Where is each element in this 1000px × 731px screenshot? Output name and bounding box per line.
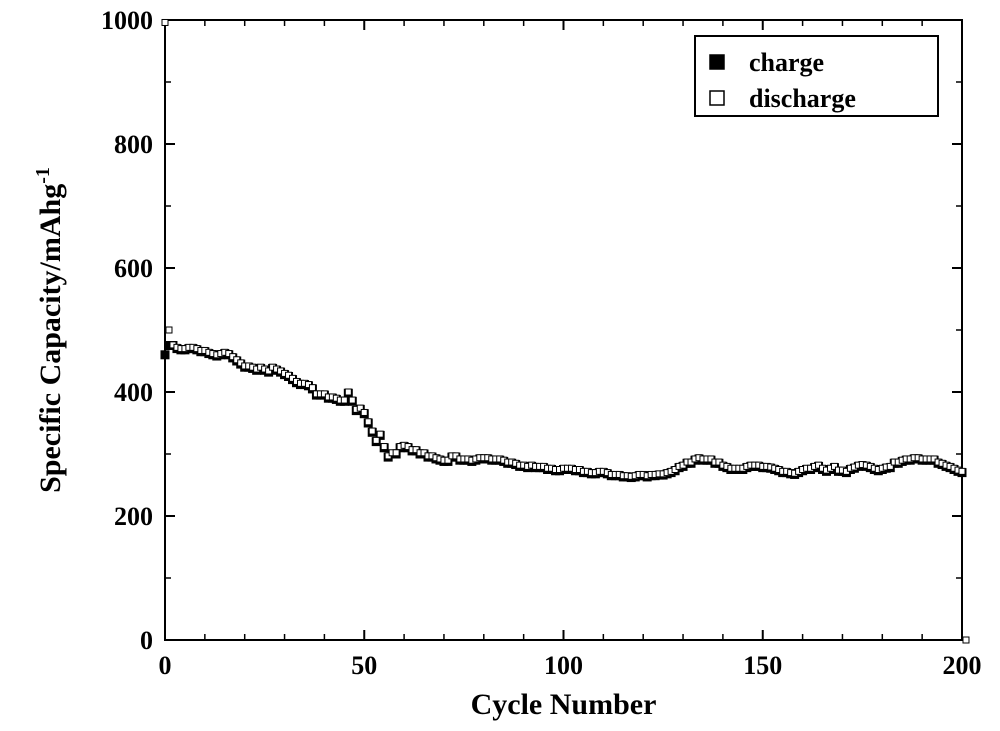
y-tick-label: 800 [114, 130, 153, 159]
legend-label-charge: charge [749, 48, 824, 77]
y-tick-label: 1000 [101, 6, 153, 35]
x-tick-label: 0 [159, 651, 172, 680]
y-tick-label: 200 [114, 502, 153, 531]
y-axis-label: Specific Capacity/mAhg-1 [32, 167, 67, 493]
legend: charge discharge [695, 36, 938, 116]
y-tick-label: 400 [114, 378, 153, 407]
legend-label-discharge: discharge [749, 84, 856, 113]
chart-container: 0 50 100 150 200 0 200 400 600 800 1000 Cycle Numbe… [0, 0, 1000, 731]
x-axis-label: Cycle Number [471, 688, 657, 721]
capacity-cycle-chart: 0 50 100 150 200 0 200 400 600 800 1000 Cycle Numbe… [0, 0, 1000, 731]
x-tick-label: 50 [351, 651, 377, 680]
y-tick-label: 600 [114, 254, 153, 283]
x-tick-label: 100 [544, 651, 583, 680]
x-tick-label: 200 [943, 651, 982, 680]
open-square-icon [710, 91, 724, 105]
x-tick-label: 150 [743, 651, 782, 680]
y-tick-label: 0 [140, 626, 153, 655]
filled-square-icon [710, 55, 724, 69]
